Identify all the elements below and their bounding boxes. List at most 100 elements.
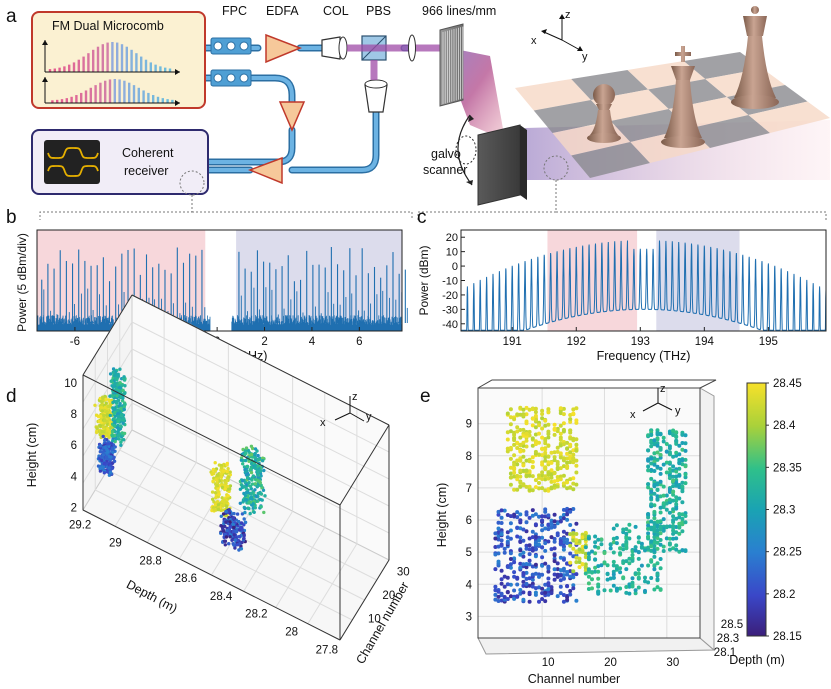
point (652, 540, 657, 545)
point (102, 461, 107, 465)
point (593, 540, 598, 545)
point (521, 463, 526, 468)
plot-frame (460, 229, 827, 332)
point (624, 531, 629, 536)
point (533, 522, 538, 527)
board-square (610, 109, 690, 142)
board-square (689, 115, 770, 148)
point (624, 542, 629, 547)
point (231, 530, 235, 534)
point (568, 574, 573, 579)
point (111, 439, 115, 443)
point (561, 442, 566, 447)
point (655, 561, 660, 566)
point (109, 379, 113, 383)
point (549, 472, 554, 477)
point (521, 538, 526, 543)
point (593, 544, 598, 549)
point (543, 526, 548, 531)
point (512, 432, 517, 437)
point (677, 512, 682, 516)
point (496, 520, 501, 525)
point (555, 449, 560, 454)
point (658, 494, 663, 499)
point (655, 532, 660, 537)
point (655, 577, 660, 582)
point (527, 583, 532, 588)
point (571, 487, 576, 492)
point (254, 494, 258, 498)
point (580, 550, 585, 554)
point (574, 463, 579, 468)
point (652, 548, 657, 553)
point (524, 562, 529, 566)
point (680, 512, 685, 517)
point (568, 456, 573, 461)
point (93, 403, 97, 407)
point (549, 522, 554, 526)
colorbar-tick-label: 28.15 (773, 631, 802, 643)
point (646, 464, 651, 469)
point (552, 539, 557, 544)
point (652, 451, 657, 456)
point (661, 517, 666, 522)
point (533, 547, 538, 552)
depth-tick-label: 28.1 (714, 647, 736, 659)
point (499, 542, 504, 547)
point (101, 453, 106, 457)
point (630, 549, 635, 554)
point (493, 584, 498, 589)
point (596, 576, 601, 581)
point (518, 561, 523, 566)
axes-triad-a (541, 14, 583, 51)
point (655, 450, 660, 455)
point (211, 497, 215, 501)
point (530, 584, 535, 589)
point (658, 587, 663, 592)
point (524, 581, 529, 586)
point (524, 444, 529, 449)
x-tick-label: 195 (759, 336, 778, 348)
point (118, 381, 122, 385)
point (496, 512, 501, 517)
point (533, 590, 538, 595)
point (643, 575, 647, 580)
point (107, 404, 112, 408)
point (555, 533, 560, 538)
depth-tick-label: 28.4 (210, 591, 233, 603)
point (101, 450, 105, 454)
point (646, 433, 651, 438)
point (565, 597, 570, 602)
point (537, 599, 541, 604)
depth-tick-label: 28.2 (245, 609, 267, 621)
point (574, 549, 579, 554)
point (680, 484, 685, 489)
point (674, 502, 679, 507)
point (611, 559, 616, 564)
point (240, 540, 244, 545)
chart-e: 3 4 5 6 7 8 9 10 20 30 Channel number Height (cm) 28… (435, 378, 802, 686)
point (236, 543, 240, 547)
point (558, 515, 563, 520)
point (565, 584, 570, 589)
point (518, 518, 523, 523)
point (658, 538, 663, 542)
point (524, 473, 529, 478)
point (533, 478, 538, 483)
point (674, 430, 679, 435)
x-tick-label: -6 (70, 336, 80, 348)
point (106, 450, 110, 454)
pbs-label: PBS (366, 4, 391, 18)
point (558, 541, 563, 546)
point (621, 543, 626, 548)
point (524, 431, 529, 436)
point (646, 563, 651, 568)
point (540, 523, 545, 528)
point (677, 515, 682, 520)
point (524, 405, 529, 410)
height-tick-label: 4 (71, 471, 78, 483)
point (680, 432, 685, 437)
point (261, 488, 266, 492)
point (107, 466, 111, 470)
point (524, 419, 529, 424)
